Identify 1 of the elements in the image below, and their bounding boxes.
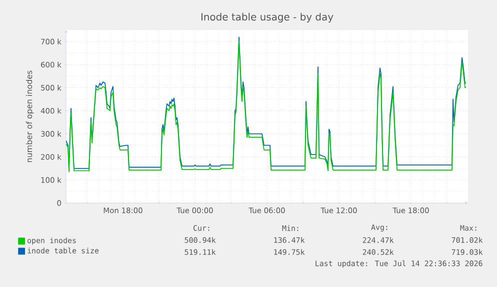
chart-title: Inode table usage - by day [201, 12, 334, 23]
